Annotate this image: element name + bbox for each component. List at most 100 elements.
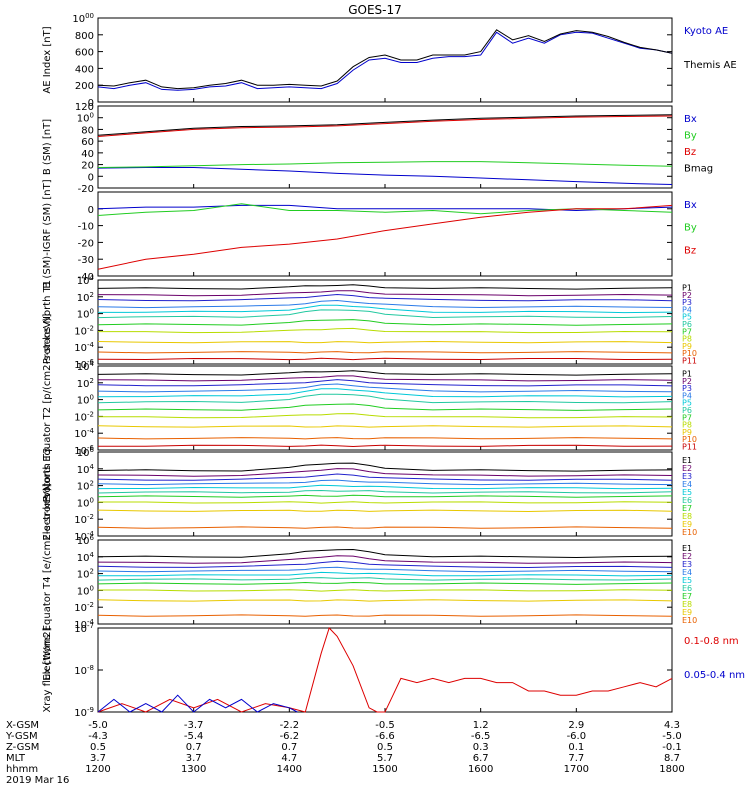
y-tick-label: 104 (77, 463, 95, 476)
channel-line-p4 (97, 299, 673, 309)
y-axis-label: Electrons North T3 (42, 447, 53, 540)
y-axis-label: B (SM)-IGRF (SM) [nT] (42, 179, 53, 288)
y-tick-label: 10-9 (74, 706, 94, 719)
ephemeris-value: 2.9 (568, 720, 584, 731)
channel-line-p1 (97, 284, 673, 290)
y-tick-label: 102 (77, 480, 94, 493)
channel-line-p3 (97, 293, 673, 302)
y-tick-label: 100 (77, 584, 94, 597)
y-tick-label: 106 (77, 534, 95, 547)
channel-line-p6 (97, 309, 673, 319)
channel-label: E8 (682, 512, 692, 521)
y-axis-label: B (SM) [nT] (42, 119, 53, 175)
y-tick-label: 100 (77, 112, 94, 125)
channel-label: P2 (682, 291, 692, 300)
legend-entry: Bx (684, 114, 697, 125)
y-tick-label: 100 (77, 394, 94, 407)
ephemeris-value: 0.5 (377, 742, 393, 753)
panel-frame (97, 105, 673, 189)
channel-line-e9 (97, 509, 673, 513)
channel-line-e5 (97, 571, 673, 577)
legend-entry: 0.1-0.8 nm (684, 636, 739, 647)
y-tick-label: 102 (77, 377, 94, 390)
channel-line-p9 (97, 425, 673, 428)
ephemeris-value: 1800 (659, 764, 684, 775)
legend-entry: Bz (684, 245, 696, 256)
y-tick-label: 10-7 (74, 622, 94, 635)
y-tick-label: 10-6 (74, 444, 94, 457)
panel-frame (97, 191, 673, 277)
ephemeris-row-label: Y-GSM (5, 731, 38, 742)
y-axis-label: AE Index [nT] (42, 26, 53, 93)
series-line-bx (97, 204, 673, 212)
channel-line-p2 (97, 290, 673, 297)
ephemeris-row-label: X-GSM (6, 720, 39, 731)
ephemeris-value: 5.7 (377, 753, 393, 764)
channel-line-p5 (97, 304, 673, 314)
ephemeris-value: 1.2 (473, 720, 489, 731)
ephemeris-value: -4.3 (88, 731, 108, 742)
channel-line-e10 (97, 526, 673, 529)
channel-label: E7 (682, 592, 692, 601)
y-tick-label: 200 (75, 81, 94, 92)
ephemeris-value: 1200 (85, 764, 110, 775)
channel-line-p8 (98, 327, 673, 334)
y-tick-label: 0 (88, 98, 94, 109)
panel-elecT4: 10-4 10-2 100 102 104 106 Electrons Equator T4… (42, 483, 697, 680)
channel-label: P1 (682, 284, 692, 293)
legend-entry: Bmag (684, 164, 713, 175)
series-line-bx (97, 167, 673, 185)
channel-line-e8 (98, 501, 673, 504)
legend-entry: 0.05-0.4 nm (684, 670, 745, 681)
y-tick-label: 100 (77, 496, 94, 509)
channel-line-p4 (97, 383, 673, 393)
channel-line-e5 (97, 484, 673, 490)
panel-frame (97, 451, 673, 537)
channel-label: P5 (682, 399, 692, 408)
figure-title: GOES-17 (348, 3, 402, 17)
ephemeris-value: 1700 (564, 764, 589, 775)
channel-label: E2 (682, 552, 692, 561)
y-tick-label: 400 (75, 64, 94, 75)
series-line-by (97, 161, 673, 168)
ephemeris-value: 1600 (468, 764, 493, 775)
ephemeris-value: 8.7 (664, 753, 680, 764)
ephemeris-value: 1400 (277, 764, 302, 775)
channel-label: P7 (682, 413, 692, 422)
channel-line-p7 (97, 319, 673, 326)
ephemeris-value: 3.7 (90, 753, 106, 764)
panel-frame (97, 627, 673, 713)
channel-label: P8 (682, 335, 692, 344)
legend-entry: Bz (684, 147, 696, 158)
channel-label: P3 (682, 384, 692, 393)
channel-label: P4 (682, 305, 692, 314)
legend-entry: Themis AE (683, 60, 737, 71)
y-axis-label: Protons North T1 (42, 280, 53, 364)
ephemeris-value: -6.5 (471, 731, 491, 742)
channel-label: P6 (682, 406, 692, 415)
y-tick-label: 0 (88, 205, 94, 216)
ephemeris-value: 1500 (372, 764, 397, 775)
ephemeris-value: 4.7 (281, 753, 297, 764)
channel-label: P3 (682, 298, 692, 307)
ephemeris-value: -6.6 (375, 731, 395, 742)
panel-elecT3: 10-4 10-2 100 102 104 106 Electrons North T3 E1… (42, 446, 697, 543)
channel-label: E9 (682, 608, 692, 617)
ephemeris-value: -5.0 (662, 731, 682, 742)
series-line-themis-ae (97, 29, 673, 90)
ephemeris-value: 6.7 (473, 753, 489, 764)
channel-label: P7 (682, 327, 692, 336)
panel-protT2: 10-6 10-4 10-2 100 102 104 Protons Equator T2 … (42, 313, 697, 502)
y-tick-label: 20 (81, 161, 94, 172)
channel-label: E3 (682, 472, 692, 481)
channel-label: P8 (682, 421, 692, 430)
y-tick-label: -20 (78, 184, 94, 195)
channel-label: E9 (682, 520, 692, 529)
channel-line-e9 (97, 599, 673, 602)
channel-label: E1 (682, 544, 692, 553)
y-tick-label: 102 (77, 568, 94, 581)
series-line-0-1-0-8-nm (97, 627, 673, 713)
y-tick-label: -10 (78, 222, 94, 233)
